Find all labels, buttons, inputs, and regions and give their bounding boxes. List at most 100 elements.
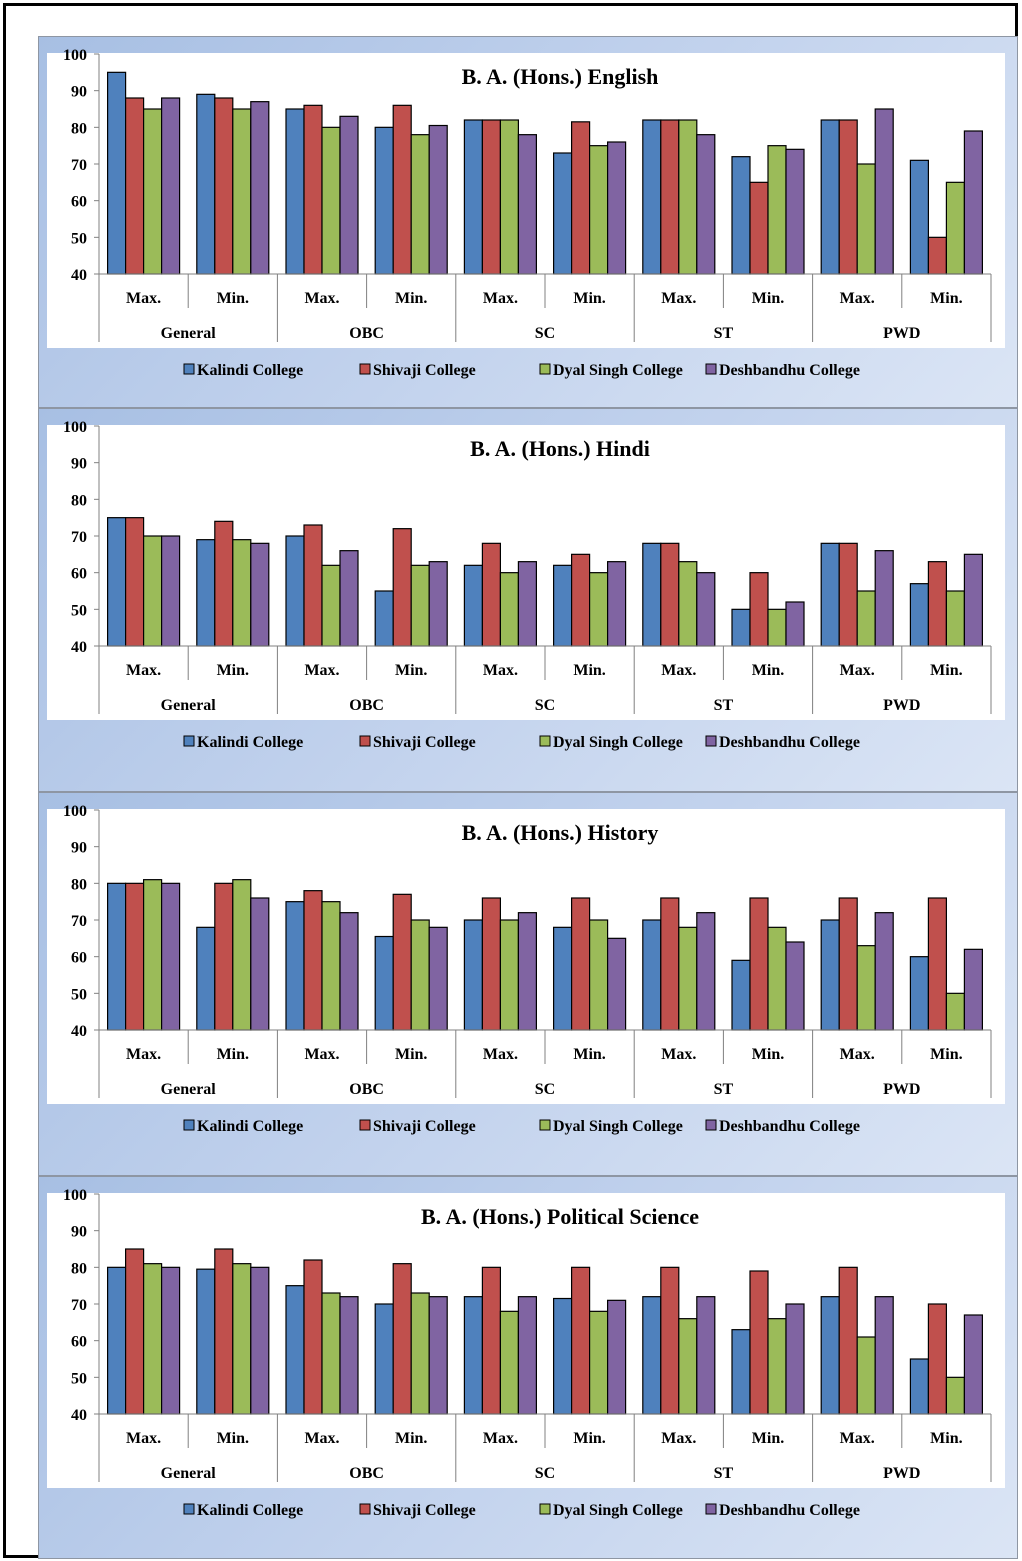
bar: [106, 517, 127, 647]
bar: [749, 1270, 769, 1415]
bar: [606, 1299, 627, 1415]
bar: [214, 882, 234, 1031]
bar: [463, 1296, 483, 1415]
group-label: ST: [714, 1465, 734, 1482]
category-label: Min.: [573, 1430, 605, 1447]
bar: [160, 535, 181, 647]
legend-label: Deshbandhu College: [719, 1118, 860, 1135]
category-label: Min.: [930, 1430, 962, 1447]
bar: [392, 528, 412, 647]
bar: [838, 897, 858, 1031]
bar: [927, 561, 948, 647]
y-tick-label: 60: [71, 194, 87, 211]
bar: [838, 1266, 858, 1415]
bar: [927, 1303, 948, 1415]
bar: [820, 542, 840, 647]
y-tick-label: 100: [63, 419, 87, 436]
bar: [945, 992, 966, 1031]
y-tick-label: 40: [71, 267, 87, 284]
category-label: Min.: [217, 1046, 249, 1063]
group-label: SC: [535, 1465, 555, 1482]
bar: [410, 564, 430, 647]
bar: [588, 145, 609, 275]
group-label: PWD: [883, 1081, 920, 1098]
bar: [731, 1329, 751, 1415]
legend-swatch: [705, 1119, 717, 1131]
bar: [606, 561, 627, 647]
bar: [303, 1259, 323, 1415]
bar: [678, 926, 698, 1031]
bar: [232, 879, 252, 1031]
y-tick-label: 70: [71, 913, 87, 930]
bar: [428, 124, 448, 275]
bar: [410, 134, 430, 275]
bar: [196, 1268, 216, 1415]
y-tick-label: 100: [63, 47, 87, 64]
bar: [321, 901, 341, 1031]
legend-swatch: [359, 735, 371, 747]
category-label: Max.: [304, 1430, 339, 1447]
bar: [481, 119, 501, 275]
bar: [642, 119, 662, 275]
category-label: Min.: [573, 662, 605, 679]
bar: [285, 1285, 305, 1415]
bar: [196, 926, 216, 1031]
chart-panel-hindi: B. A. (Hons.) Hindi 40 50 60 70 80 90 100 Max. Mi…: [38, 408, 1018, 792]
bar: [838, 542, 858, 647]
group-label: SC: [535, 697, 555, 714]
legend-swatch: [539, 735, 551, 747]
category-label: Max.: [483, 662, 518, 679]
legend-label: Kalindi College: [197, 1502, 303, 1519]
bar: [481, 542, 501, 647]
y-tick-label: 50: [71, 602, 87, 619]
category-label: Max.: [661, 1430, 696, 1447]
chart-title: B. A. (Hons.) Hindi: [470, 436, 650, 461]
bar: [250, 101, 270, 275]
bar: [660, 1266, 680, 1415]
bar: [570, 121, 591, 275]
bar: [909, 956, 930, 1031]
category-label: Max.: [304, 662, 339, 679]
legend-swatch: [183, 1503, 195, 1515]
category-label: Max.: [840, 1430, 875, 1447]
category-label: Min.: [217, 1430, 249, 1447]
bar: [232, 108, 252, 275]
bar: [499, 919, 519, 1031]
bar: [874, 108, 894, 275]
bar: [124, 1248, 145, 1415]
group-label: General: [161, 325, 217, 342]
bar: [410, 919, 430, 1031]
y-tick-label: 70: [71, 529, 87, 546]
bar: [124, 97, 145, 275]
bar: [339, 1296, 359, 1415]
category-label: Min.: [930, 662, 962, 679]
category-label: Max.: [661, 1046, 696, 1063]
bar: [392, 893, 412, 1031]
bar: [678, 1318, 698, 1415]
category-label: Min.: [930, 290, 962, 307]
bar: [303, 524, 323, 647]
chart-panel-english: B. A. (Hons.) English 40 50 60 70 80 90 100 Max.…: [38, 36, 1018, 408]
bar: [339, 550, 359, 647]
legend-label: Shivaji College: [373, 734, 476, 751]
y-tick-label: 100: [63, 1187, 87, 1204]
bar: [552, 564, 573, 647]
bar: [124, 882, 145, 1031]
bar: [767, 608, 787, 647]
legend-label: Kalindi College: [197, 734, 303, 751]
bar: [160, 1266, 181, 1415]
bar: [517, 134, 537, 275]
bar: [927, 236, 948, 275]
bar: [588, 572, 609, 647]
bar: [570, 553, 591, 647]
bar: [428, 926, 448, 1031]
y-tick-label: 70: [71, 1297, 87, 1314]
y-tick-label: 80: [71, 1260, 87, 1277]
category-label: Min.: [395, 662, 427, 679]
legend-label: Shivaji College: [373, 1118, 476, 1135]
bar: [374, 590, 394, 647]
bar: [392, 1263, 412, 1415]
bar: [160, 97, 181, 275]
bar: [481, 897, 501, 1031]
group-label: OBC: [349, 697, 384, 714]
